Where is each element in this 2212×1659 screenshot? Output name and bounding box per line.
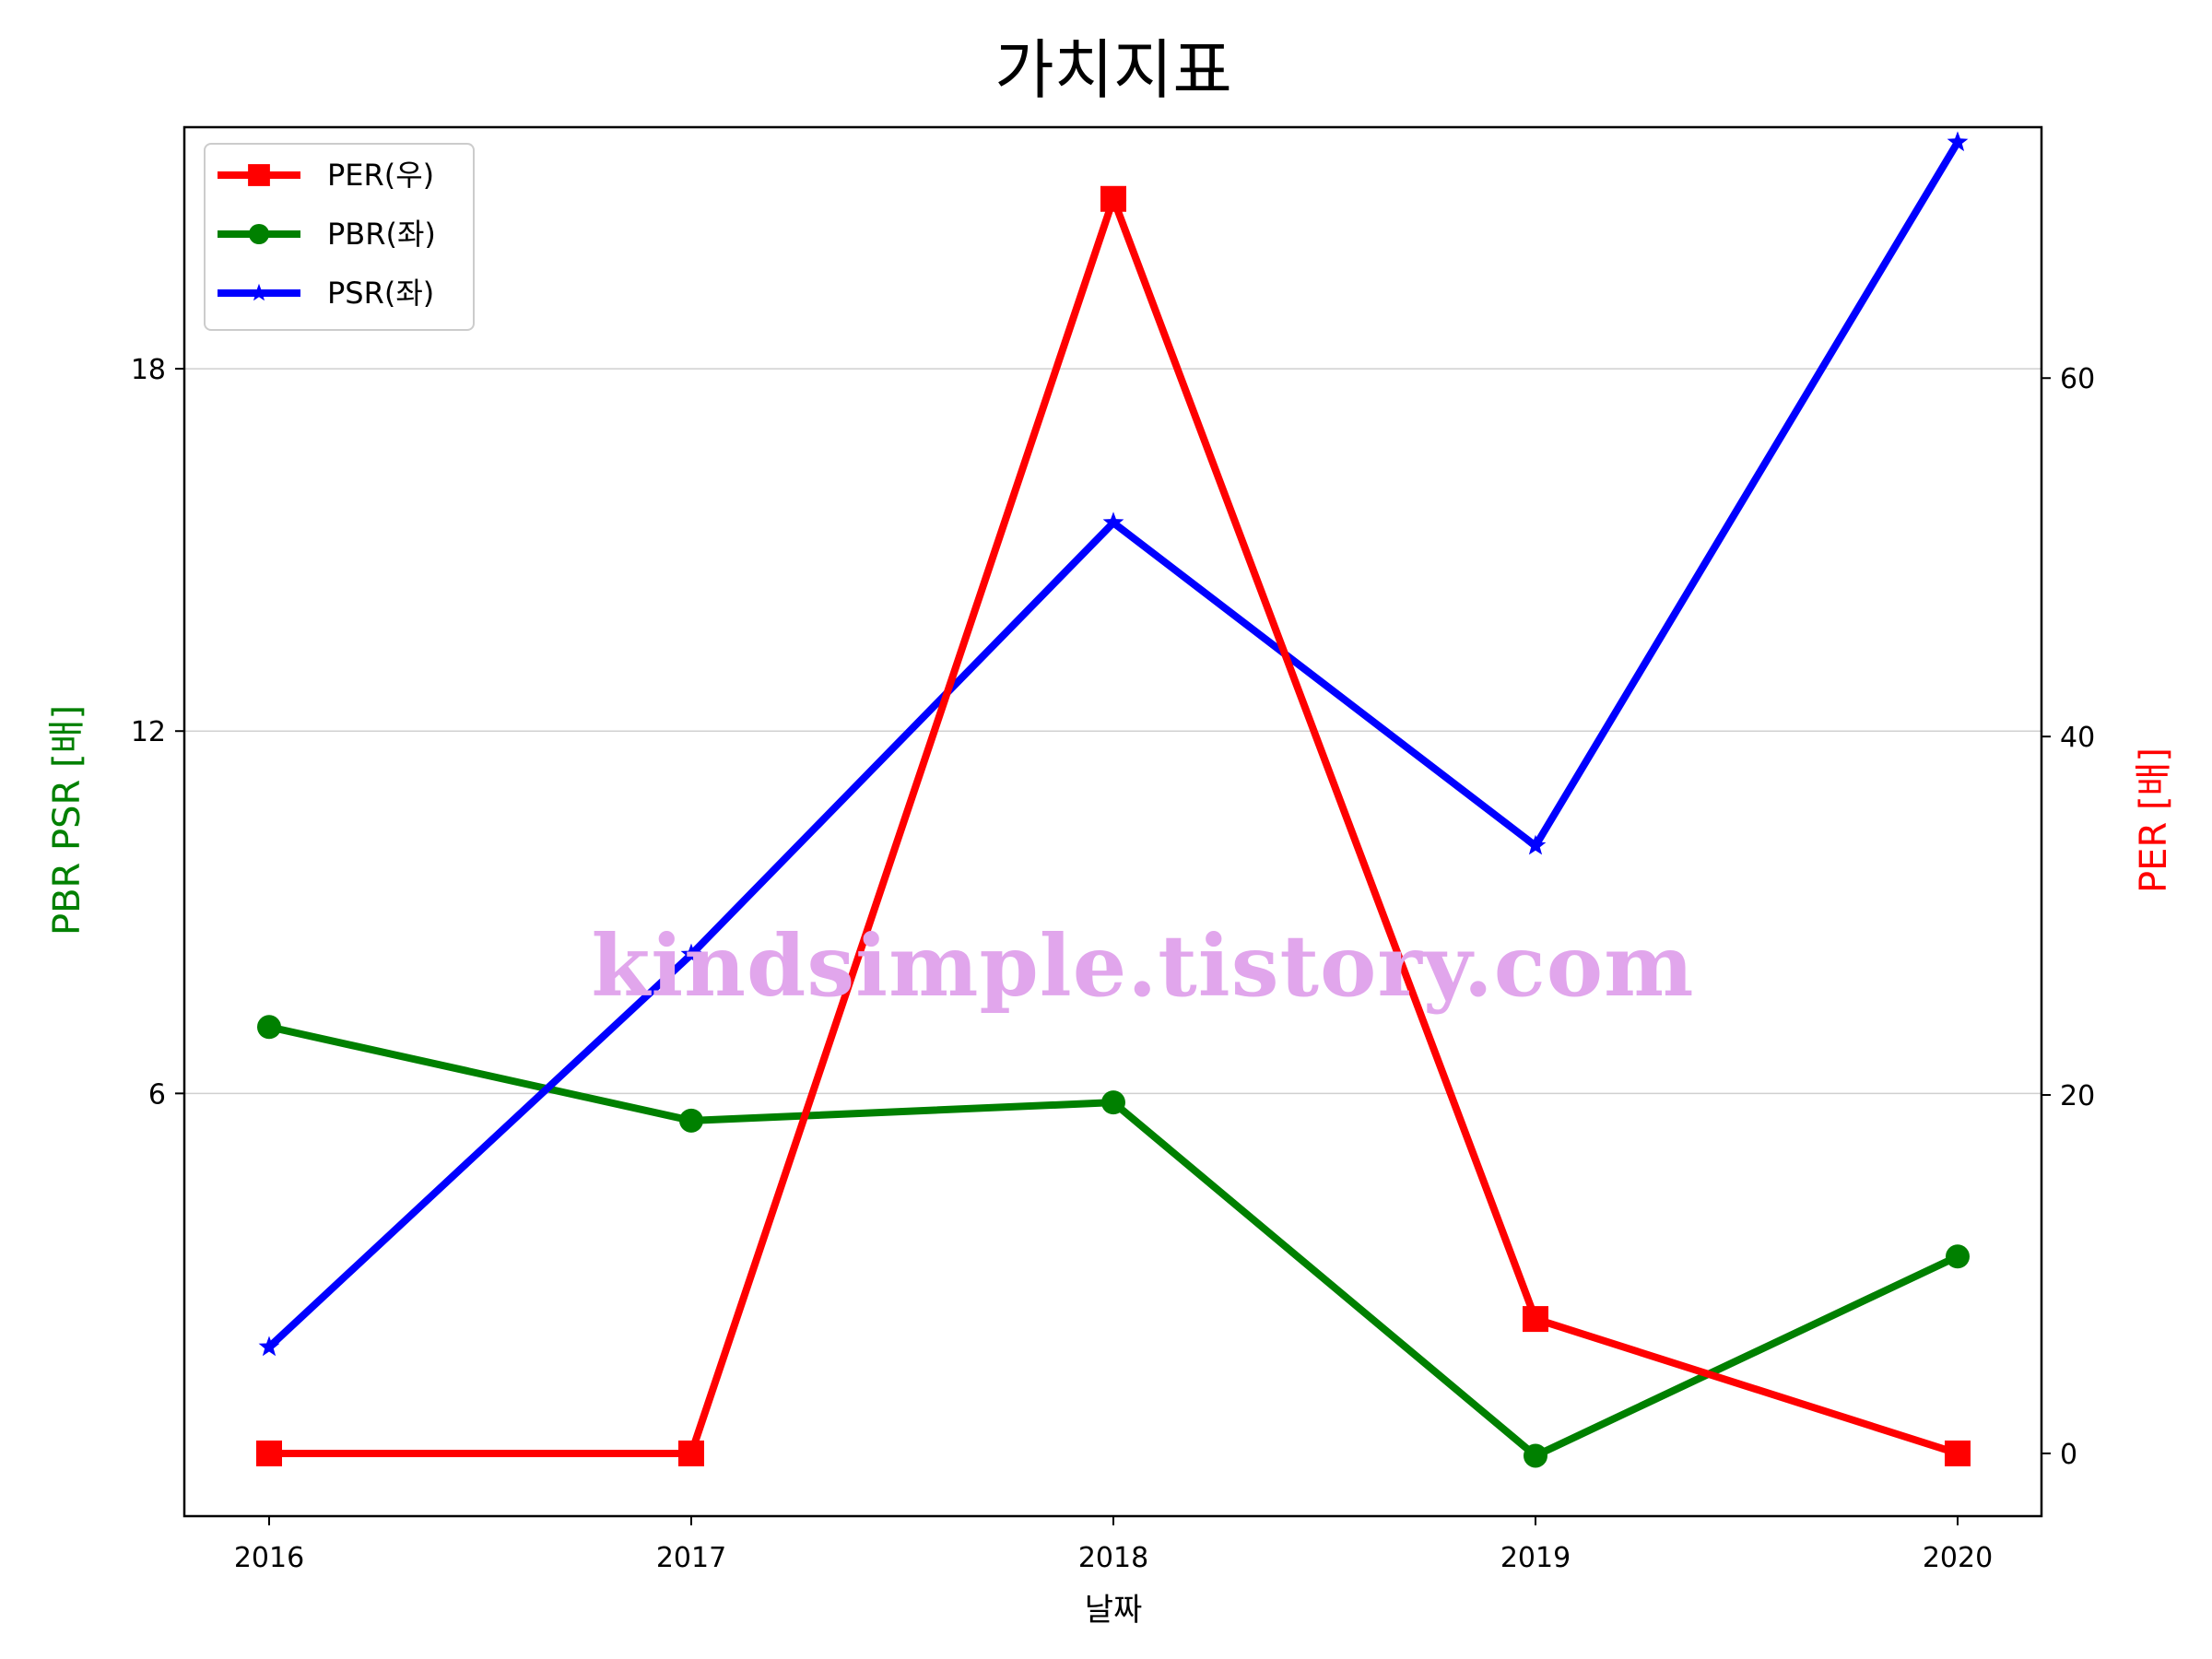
data-point	[1945, 1440, 1971, 1466]
x-tick-label: 2020	[1923, 1542, 1993, 1574]
legend-item: PSR(좌)	[218, 276, 434, 311]
legend-label: PBR(좌)	[327, 217, 436, 252]
data-point	[680, 943, 702, 964]
x-tick-label: 2018	[1078, 1542, 1148, 1574]
data-point	[1101, 1090, 1125, 1115]
data-point	[679, 1108, 703, 1133]
data-point	[1946, 1244, 1970, 1269]
watermark: kindsimple.tistory.com	[591, 916, 1694, 1016]
y-left-tick-label: 6	[148, 1078, 166, 1111]
series-PER(우)	[256, 185, 1971, 1466]
x-tick-label: 2016	[234, 1542, 304, 1574]
data-point	[678, 1440, 704, 1466]
legend-marker	[248, 223, 270, 245]
legend-marker	[250, 283, 268, 301]
legend-label: PSR(좌)	[327, 276, 434, 311]
legend-items: PER(우) PBR(좌) PSR(좌)	[218, 158, 436, 311]
legend-box	[204, 143, 475, 331]
chart-title: 가치지표	[994, 32, 1232, 108]
y-axis-right-label: PER [배]	[2133, 747, 2175, 893]
legend-item: PER(우)	[218, 158, 434, 193]
data-point	[1523, 1306, 1548, 1333]
legend-marker	[248, 164, 270, 186]
x-axis-label: 날짜	[1085, 1592, 1143, 1629]
y-axis-left: 6 12 18	[131, 354, 184, 1111]
y-left-tick-label: 18	[131, 354, 166, 386]
x-tick-label: 2019	[1500, 1542, 1571, 1574]
legend: PER(우) PBR(좌) PSR(좌)	[204, 143, 475, 331]
data-point	[258, 1335, 280, 1357]
series-layer	[256, 131, 1971, 1468]
y-right-tick-label: 20	[2060, 1080, 2095, 1112]
y-axis-left-label: PBR PSR [배]	[46, 705, 88, 935]
y-left-tick-label: 12	[131, 716, 166, 748]
x-axis: 2016 2017 2018 2019 2020	[234, 1516, 1993, 1574]
y-right-tick-label: 40	[2060, 722, 2095, 754]
data-point	[1947, 131, 1969, 152]
data-point	[256, 1440, 282, 1466]
data-point	[1524, 834, 1547, 855]
y-axis-right: 0 20 40 60	[2041, 363, 2095, 1471]
x-tick-label: 2017	[656, 1542, 726, 1574]
y-right-tick-label: 60	[2060, 363, 2095, 395]
legend-item: PBR(좌)	[218, 217, 436, 252]
data-point	[1100, 185, 1126, 212]
series-PSR(좌)	[258, 131, 1969, 1357]
data-point	[1102, 512, 1124, 532]
legend-label: PER(우)	[327, 158, 434, 193]
data-point	[1524, 1443, 1547, 1468]
y-right-tick-label: 0	[2060, 1439, 2077, 1471]
data-point	[257, 1015, 281, 1040]
